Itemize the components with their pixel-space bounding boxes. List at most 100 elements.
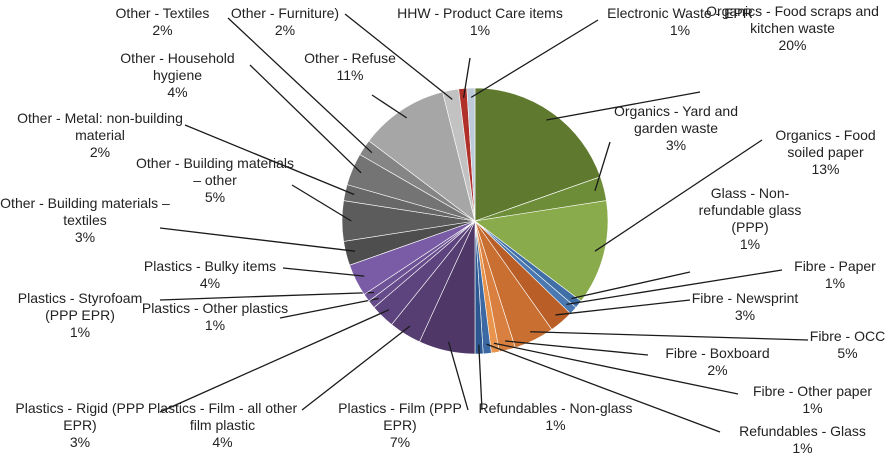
leader-line bbox=[159, 309, 390, 413]
value-label: 1% bbox=[545, 417, 566, 433]
leader-line bbox=[447, 341, 469, 411]
value-label: 1% bbox=[792, 440, 813, 456]
slice-label: Refundables - Non-glass 1% bbox=[478, 400, 633, 434]
slice-label: Other - Building materials – textiles 3% bbox=[0, 195, 170, 246]
value-label: 13% bbox=[811, 161, 840, 177]
category-label: Plastics - Film - all other film plastic bbox=[147, 400, 298, 433]
slice-label: Fibre - Other paper 1% bbox=[735, 383, 890, 417]
leader-line bbox=[486, 343, 721, 433]
slice-label: Fibre - OCC 5% bbox=[805, 328, 890, 362]
value-label: 20% bbox=[778, 37, 807, 53]
value-label: 1% bbox=[669, 22, 691, 38]
category-label: Refundables - Glass bbox=[739, 423, 866, 439]
leader-line bbox=[462, 57, 471, 98]
value-label: 2% bbox=[152, 22, 173, 38]
slice-label: Plastics - Film (PPP EPR) 7% bbox=[320, 400, 480, 451]
value-label: 1% bbox=[802, 400, 823, 416]
slice-label: Plastics - Bulky items 4% bbox=[115, 258, 305, 292]
leader-line bbox=[184, 124, 355, 196]
value-label: 3% bbox=[69, 434, 91, 450]
value-label: 11% bbox=[336, 67, 364, 83]
slice-label: Organics - Food scraps and kitchen waste… bbox=[700, 3, 885, 54]
category-label: Plastics - Styrofoam (PPP EPR) bbox=[17, 290, 143, 323]
value-label: 3% bbox=[665, 137, 687, 153]
value-label: 7% bbox=[389, 434, 411, 450]
leader-line bbox=[371, 94, 408, 119]
slice-label: Electronic Waste - EPR 1% bbox=[590, 5, 770, 39]
category-label: Organics - Food soiled paper bbox=[775, 127, 876, 160]
category-label: Organics - Food scraps and kitchen waste bbox=[706, 3, 879, 36]
leader-line bbox=[505, 340, 649, 356]
value-label: 3% bbox=[734, 307, 756, 323]
leader-line bbox=[279, 297, 379, 319]
leader-line bbox=[344, 13, 453, 100]
leader-line bbox=[594, 141, 611, 192]
leader-line bbox=[546, 91, 701, 121]
category-label: Other - Household hygiene bbox=[120, 50, 235, 83]
value-label: 4% bbox=[167, 84, 188, 100]
category-label: Other - Furniture) bbox=[230, 5, 340, 21]
slice-label: Plastics - Rigid (PPP EPR) 3% bbox=[0, 400, 160, 451]
value-label: 1% bbox=[69, 324, 91, 340]
slice-label: Fibre - Boxboard 2% bbox=[640, 345, 795, 379]
leader-line bbox=[282, 267, 365, 277]
category-label: Fibre - Boxboard bbox=[665, 345, 770, 361]
leader-line bbox=[530, 331, 809, 341]
slice-label: Plastics - Film - all other film plastic… bbox=[140, 400, 305, 451]
value-label: 5% bbox=[837, 345, 858, 361]
value-label: 2% bbox=[707, 362, 728, 378]
slice-label: Fibre - Newsprint 3% bbox=[680, 290, 810, 324]
slice-label: Plastics - Other plastics 1% bbox=[140, 300, 290, 334]
value-label: 1% bbox=[204, 317, 226, 333]
leader-line bbox=[301, 325, 411, 411]
category-label: Other - Building materials – other bbox=[136, 155, 294, 188]
leader-line bbox=[227, 17, 373, 154]
leader-line bbox=[555, 299, 691, 316]
category-label: Plastics - Rigid (PPP EPR) bbox=[15, 400, 145, 433]
slice-label: Glass - Non-refundable glass (PPP) 1% bbox=[680, 185, 820, 253]
slice-label: Organics - Food soiled paper 13% bbox=[758, 127, 892, 178]
value-label: 1% bbox=[739, 236, 761, 252]
value-label: 1% bbox=[469, 22, 491, 38]
value-label: 1% bbox=[824, 275, 846, 291]
value-label: 5% bbox=[204, 189, 226, 205]
leader-line bbox=[159, 227, 356, 252]
slice-label: Fibre - Paper 1% bbox=[780, 258, 890, 292]
category-label: Plastics - Other plastics bbox=[141, 300, 289, 316]
leader-line bbox=[470, 19, 599, 98]
category-label: Fibre - Paper bbox=[794, 258, 876, 274]
category-label: Fibre - Newsprint bbox=[691, 290, 799, 306]
category-label: Refundables - Non-glass bbox=[478, 400, 633, 416]
slice-label: Plastics - Styrofoam (PPP EPR) 1% bbox=[0, 290, 160, 341]
slice-label: Organics - Yard and garden waste 3% bbox=[596, 103, 756, 154]
value-label: 4% bbox=[212, 434, 233, 450]
category-label: Plastics - Bulky items bbox=[143, 258, 277, 274]
category-label: Organics - Yard and garden waste bbox=[614, 103, 738, 136]
slice-label: Refundables - Glass 1% bbox=[715, 423, 890, 457]
category-label: Fibre - Other paper bbox=[752, 383, 873, 399]
pie-slice bbox=[466, 87, 476, 222]
category-label: Other - Metal: non-building material bbox=[17, 110, 183, 143]
leader-line bbox=[493, 342, 739, 395]
category-label: Other - Textiles bbox=[115, 5, 210, 21]
slice-label: Other - Textiles 2% bbox=[90, 5, 235, 39]
category-label: Other - Building materials – textiles bbox=[0, 195, 170, 228]
leader-line bbox=[249, 64, 362, 174]
leader-line bbox=[571, 271, 691, 300]
value-label: 3% bbox=[74, 229, 96, 245]
slice-label: Other - Metal: non-building material 2% bbox=[10, 110, 190, 161]
slice-label: HHW - Product Care items 1% bbox=[385, 5, 575, 39]
value-label: 2% bbox=[89, 144, 111, 160]
slice-label: Other - Furniture) 2% bbox=[210, 5, 360, 39]
category-label: Glass - Non-refundable glass (PPP) bbox=[698, 185, 802, 235]
slice-label: Other - Building materials – other 5% bbox=[135, 155, 295, 206]
category-label: Fibre - OCC bbox=[809, 328, 886, 344]
leader-line bbox=[594, 139, 763, 252]
pie-slice bbox=[368, 91, 476, 222]
value-label: 4% bbox=[199, 275, 221, 291]
leader-line bbox=[291, 184, 352, 222]
value-label: 2% bbox=[274, 22, 296, 38]
leader-line bbox=[478, 344, 483, 411]
